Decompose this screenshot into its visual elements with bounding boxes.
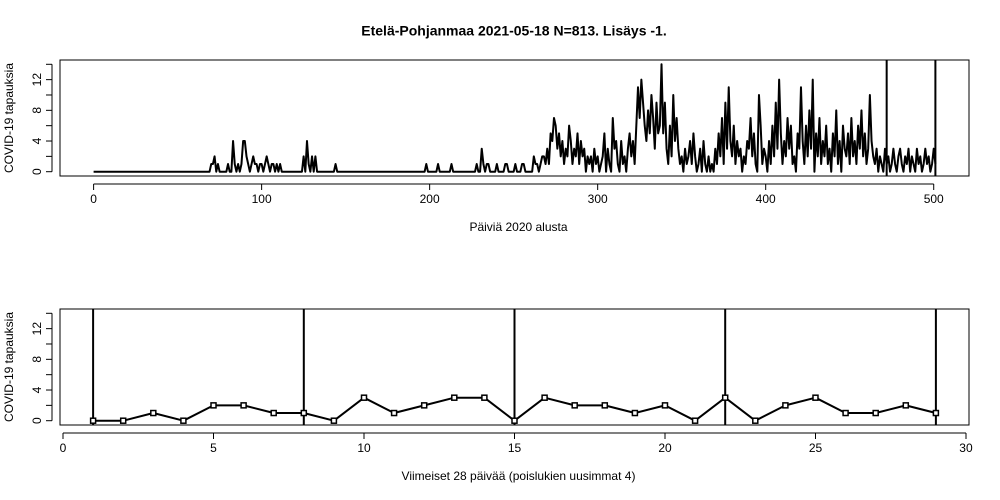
x-tick-label: 30: [959, 441, 973, 455]
data-point: [119, 417, 127, 424]
data-point: [89, 417, 97, 424]
y-tick-label: 4: [30, 386, 44, 393]
chart-title: Etelä-Pohjanmaa 2021-05-18 N=813. Lisäys…: [361, 23, 666, 39]
data-point: [541, 394, 548, 401]
data-point: [691, 417, 699, 424]
y-axis-label: COVID-19 tapauksia: [2, 63, 16, 173]
data-point: [390, 409, 398, 417]
data-point: [721, 394, 729, 401]
x-tick-label: 500: [924, 192, 944, 206]
data-point: [360, 394, 368, 401]
y-axis-label: COVID-19 tapauksia: [2, 312, 16, 422]
y-tick-label: 0: [30, 168, 44, 175]
x-tick-label: 25: [809, 441, 823, 455]
plot-frame: [59, 308, 970, 426]
x-tick-label: 0: [60, 441, 67, 455]
data-point: [752, 417, 759, 424]
data-point: [451, 394, 458, 401]
data-point: [150, 409, 157, 417]
data-point: [812, 394, 819, 401]
data-point: [631, 409, 639, 417]
data-point: [902, 402, 910, 409]
data-point: [511, 417, 518, 424]
x-tick-label: 300: [588, 192, 608, 206]
x-tick-label: 400: [756, 192, 776, 206]
data-point: [932, 409, 940, 417]
data-point: [601, 402, 609, 409]
data-point: [330, 417, 338, 424]
data-point: [420, 402, 428, 409]
data-point: [240, 402, 247, 409]
x-tick-label: 15: [508, 441, 522, 455]
x-tick-label: 5: [210, 441, 217, 455]
data-point: [180, 417, 187, 424]
x-tick-label: 200: [420, 192, 440, 206]
x-tick-label: 100: [252, 192, 272, 206]
x-axis-label: Päiviä 2020 alusta: [469, 220, 567, 234]
x-tick-label: 0: [90, 192, 97, 206]
data-point: [481, 394, 488, 401]
data-point: [270, 409, 277, 417]
x-tick-label: 10: [357, 441, 371, 455]
y-tick-label: 8: [30, 107, 44, 114]
data-point: [571, 402, 578, 409]
plot-frame: [59, 59, 970, 177]
data-point: [300, 409, 308, 417]
data-point: [782, 402, 789, 409]
y-tick-label: 0: [30, 417, 44, 424]
x-axis-label: Viimeiset 28 päivää (poislukien uusimmat…: [402, 469, 636, 483]
data-point: [661, 402, 669, 409]
y-tick-label: 4: [30, 137, 44, 144]
data-point: [842, 409, 849, 417]
data-point: [872, 409, 879, 417]
data-line: [93, 63, 937, 173]
y-tick-label: 8: [30, 356, 44, 363]
y-tick-label: 12: [30, 322, 44, 336]
x-tick-label: 20: [658, 441, 672, 455]
data-point: [210, 402, 217, 409]
y-tick-label: 12: [30, 73, 44, 87]
